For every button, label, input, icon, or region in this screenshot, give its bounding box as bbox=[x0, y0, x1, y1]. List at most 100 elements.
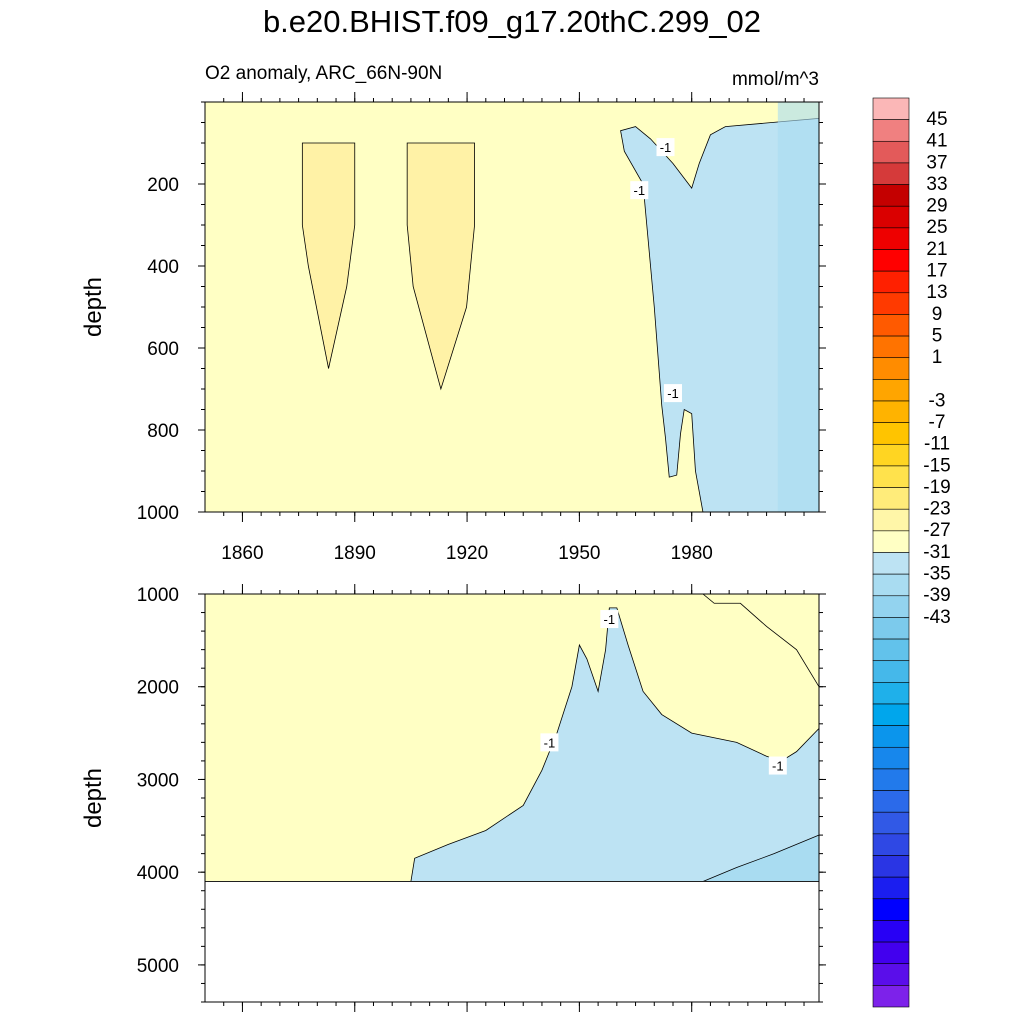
colorbar-swatch bbox=[872, 205, 910, 229]
colorbar-swatch bbox=[872, 573, 910, 597]
colorbar-label: -19 bbox=[923, 477, 950, 498]
colorbar-swatch bbox=[872, 985, 910, 1008]
no-data-region bbox=[205, 881, 819, 1002]
colorbar-swatch bbox=[872, 768, 910, 791]
colorbar-swatch bbox=[872, 682, 910, 705]
colorbar-label: -7 bbox=[929, 412, 946, 433]
colorbar-label: 29 bbox=[926, 196, 947, 217]
contour-label: -1 bbox=[634, 183, 646, 198]
colorbar-swatch bbox=[872, 249, 910, 272]
colorbar-label: 41 bbox=[926, 131, 947, 152]
colorbar-swatch bbox=[872, 487, 910, 510]
y-axis-label: depth bbox=[80, 277, 107, 337]
colorbar-swatch bbox=[872, 422, 910, 445]
contour-label: -1 bbox=[604, 612, 616, 627]
colorbar-swatch bbox=[872, 465, 910, 488]
colorbar-swatch bbox=[872, 898, 910, 921]
colorbar-swatch bbox=[872, 335, 910, 359]
y-tick-label: 1000 bbox=[137, 503, 179, 524]
colorbar-label: 25 bbox=[926, 217, 947, 238]
colorbar-swatch bbox=[872, 941, 910, 965]
colorbar-swatch bbox=[872, 357, 910, 380]
colorbar-swatch bbox=[872, 790, 910, 813]
contour-label: -1 bbox=[772, 759, 784, 774]
contour-label: -1 bbox=[660, 140, 672, 155]
chart-title: b.e20.BHIST.f09_g17.20thC.299_02 bbox=[262, 4, 762, 39]
colorbar-label: 45 bbox=[926, 109, 947, 130]
contour-label: -1 bbox=[544, 735, 556, 750]
colorbar-swatch bbox=[872, 379, 910, 402]
contour-label-bg bbox=[600, 610, 619, 629]
colorbar-swatch bbox=[872, 833, 910, 856]
y-tick-label: 800 bbox=[147, 421, 179, 442]
x-tick-label: 1980 bbox=[671, 543, 713, 564]
colorbar-swatch bbox=[872, 530, 910, 553]
colorbar-swatch bbox=[872, 119, 910, 142]
colorbar-swatch bbox=[872, 552, 910, 575]
colorbar-swatch bbox=[872, 920, 910, 943]
colorbar-label: -11 bbox=[924, 434, 950, 455]
y-tick-label: 5000 bbox=[137, 956, 179, 977]
colorbar-swatch bbox=[872, 595, 910, 618]
units-label: mmol/m^3 bbox=[731, 69, 819, 90]
colorbar-label: -43 bbox=[923, 607, 950, 628]
lower-panel: -1 -1 -1 1000 2000 3000 4000 5000 depth bbox=[80, 584, 826, 1012]
colorbar-swatch bbox=[872, 508, 910, 532]
colorbar-label: 33 bbox=[926, 174, 947, 195]
y-tick-label: 400 bbox=[147, 257, 179, 278]
colorbar-swatch bbox=[872, 855, 910, 878]
contour-label-bg bbox=[630, 181, 649, 200]
colorbar-swatch bbox=[872, 227, 910, 250]
y-tick-label: 4000 bbox=[137, 863, 179, 884]
colorbar-label: -15 bbox=[923, 455, 950, 476]
upper-panel: -1 -1 -1 200 400 600 800 1000 1860 1890 1920 1950 19… bbox=[80, 92, 826, 564]
colorbar-swatch bbox=[872, 963, 910, 986]
colorbar-label: -35 bbox=[923, 564, 950, 585]
colorbar-label: -31 bbox=[923, 542, 950, 563]
colorbar-label: 37 bbox=[926, 152, 947, 173]
colorbar-swatch bbox=[872, 746, 910, 770]
colorbar-label: 1 bbox=[932, 347, 943, 368]
strong-negative-anomaly bbox=[777, 102, 819, 512]
y-tick-label: 600 bbox=[147, 339, 179, 360]
contour-label: -1 bbox=[667, 386, 679, 401]
x-tick-label: 1950 bbox=[558, 543, 600, 564]
colorbar-swatch bbox=[872, 97, 910, 120]
colorbar-swatch bbox=[872, 292, 910, 315]
contour-label-bg bbox=[768, 756, 787, 775]
x-tick-label: 1920 bbox=[446, 543, 488, 564]
y-tick-label: 1000 bbox=[137, 585, 179, 606]
negative-anomaly-region bbox=[620, 117, 819, 512]
colorbar-label: -27 bbox=[923, 520, 950, 541]
contour-label-bg bbox=[663, 384, 682, 403]
colorbar-swatch bbox=[872, 660, 910, 683]
colorbar-label: 9 bbox=[932, 304, 943, 325]
colorbar-swatch bbox=[872, 443, 910, 467]
y-tick-label: 200 bbox=[147, 175, 179, 196]
colorbar-label: 21 bbox=[926, 239, 947, 260]
colorbar-swatch bbox=[872, 811, 910, 835]
colorbar-swatch bbox=[872, 184, 910, 207]
colorbar-swatch bbox=[872, 725, 910, 748]
colorbar-swatch bbox=[872, 876, 910, 900]
colorbar-swatch bbox=[872, 617, 910, 640]
colorbar-label: -3 bbox=[929, 390, 946, 411]
strong-positive-anomaly bbox=[301, 142, 356, 369]
colorbar-swatch bbox=[872, 140, 910, 164]
colorbar-label: 17 bbox=[926, 261, 947, 282]
contour-label-bg bbox=[656, 138, 675, 157]
colorbar-swatch bbox=[872, 162, 910, 185]
colorbar-swatch bbox=[872, 638, 910, 662]
positive-anomaly-region-upper-right bbox=[702, 594, 819, 688]
colorbar-label: 5 bbox=[932, 325, 943, 346]
y-tick-label: 2000 bbox=[137, 678, 179, 699]
colorbar-swatch bbox=[872, 400, 910, 423]
colorbar-label: 13 bbox=[926, 282, 947, 303]
colorbar-label: -39 bbox=[923, 585, 950, 606]
colorbar-label: -23 bbox=[923, 499, 950, 520]
y-tick-label: 3000 bbox=[137, 770, 179, 791]
chart-subtitle: O2 anomaly, ARC_66N-90N bbox=[205, 63, 443, 84]
colorbar-swatch bbox=[872, 270, 910, 294]
